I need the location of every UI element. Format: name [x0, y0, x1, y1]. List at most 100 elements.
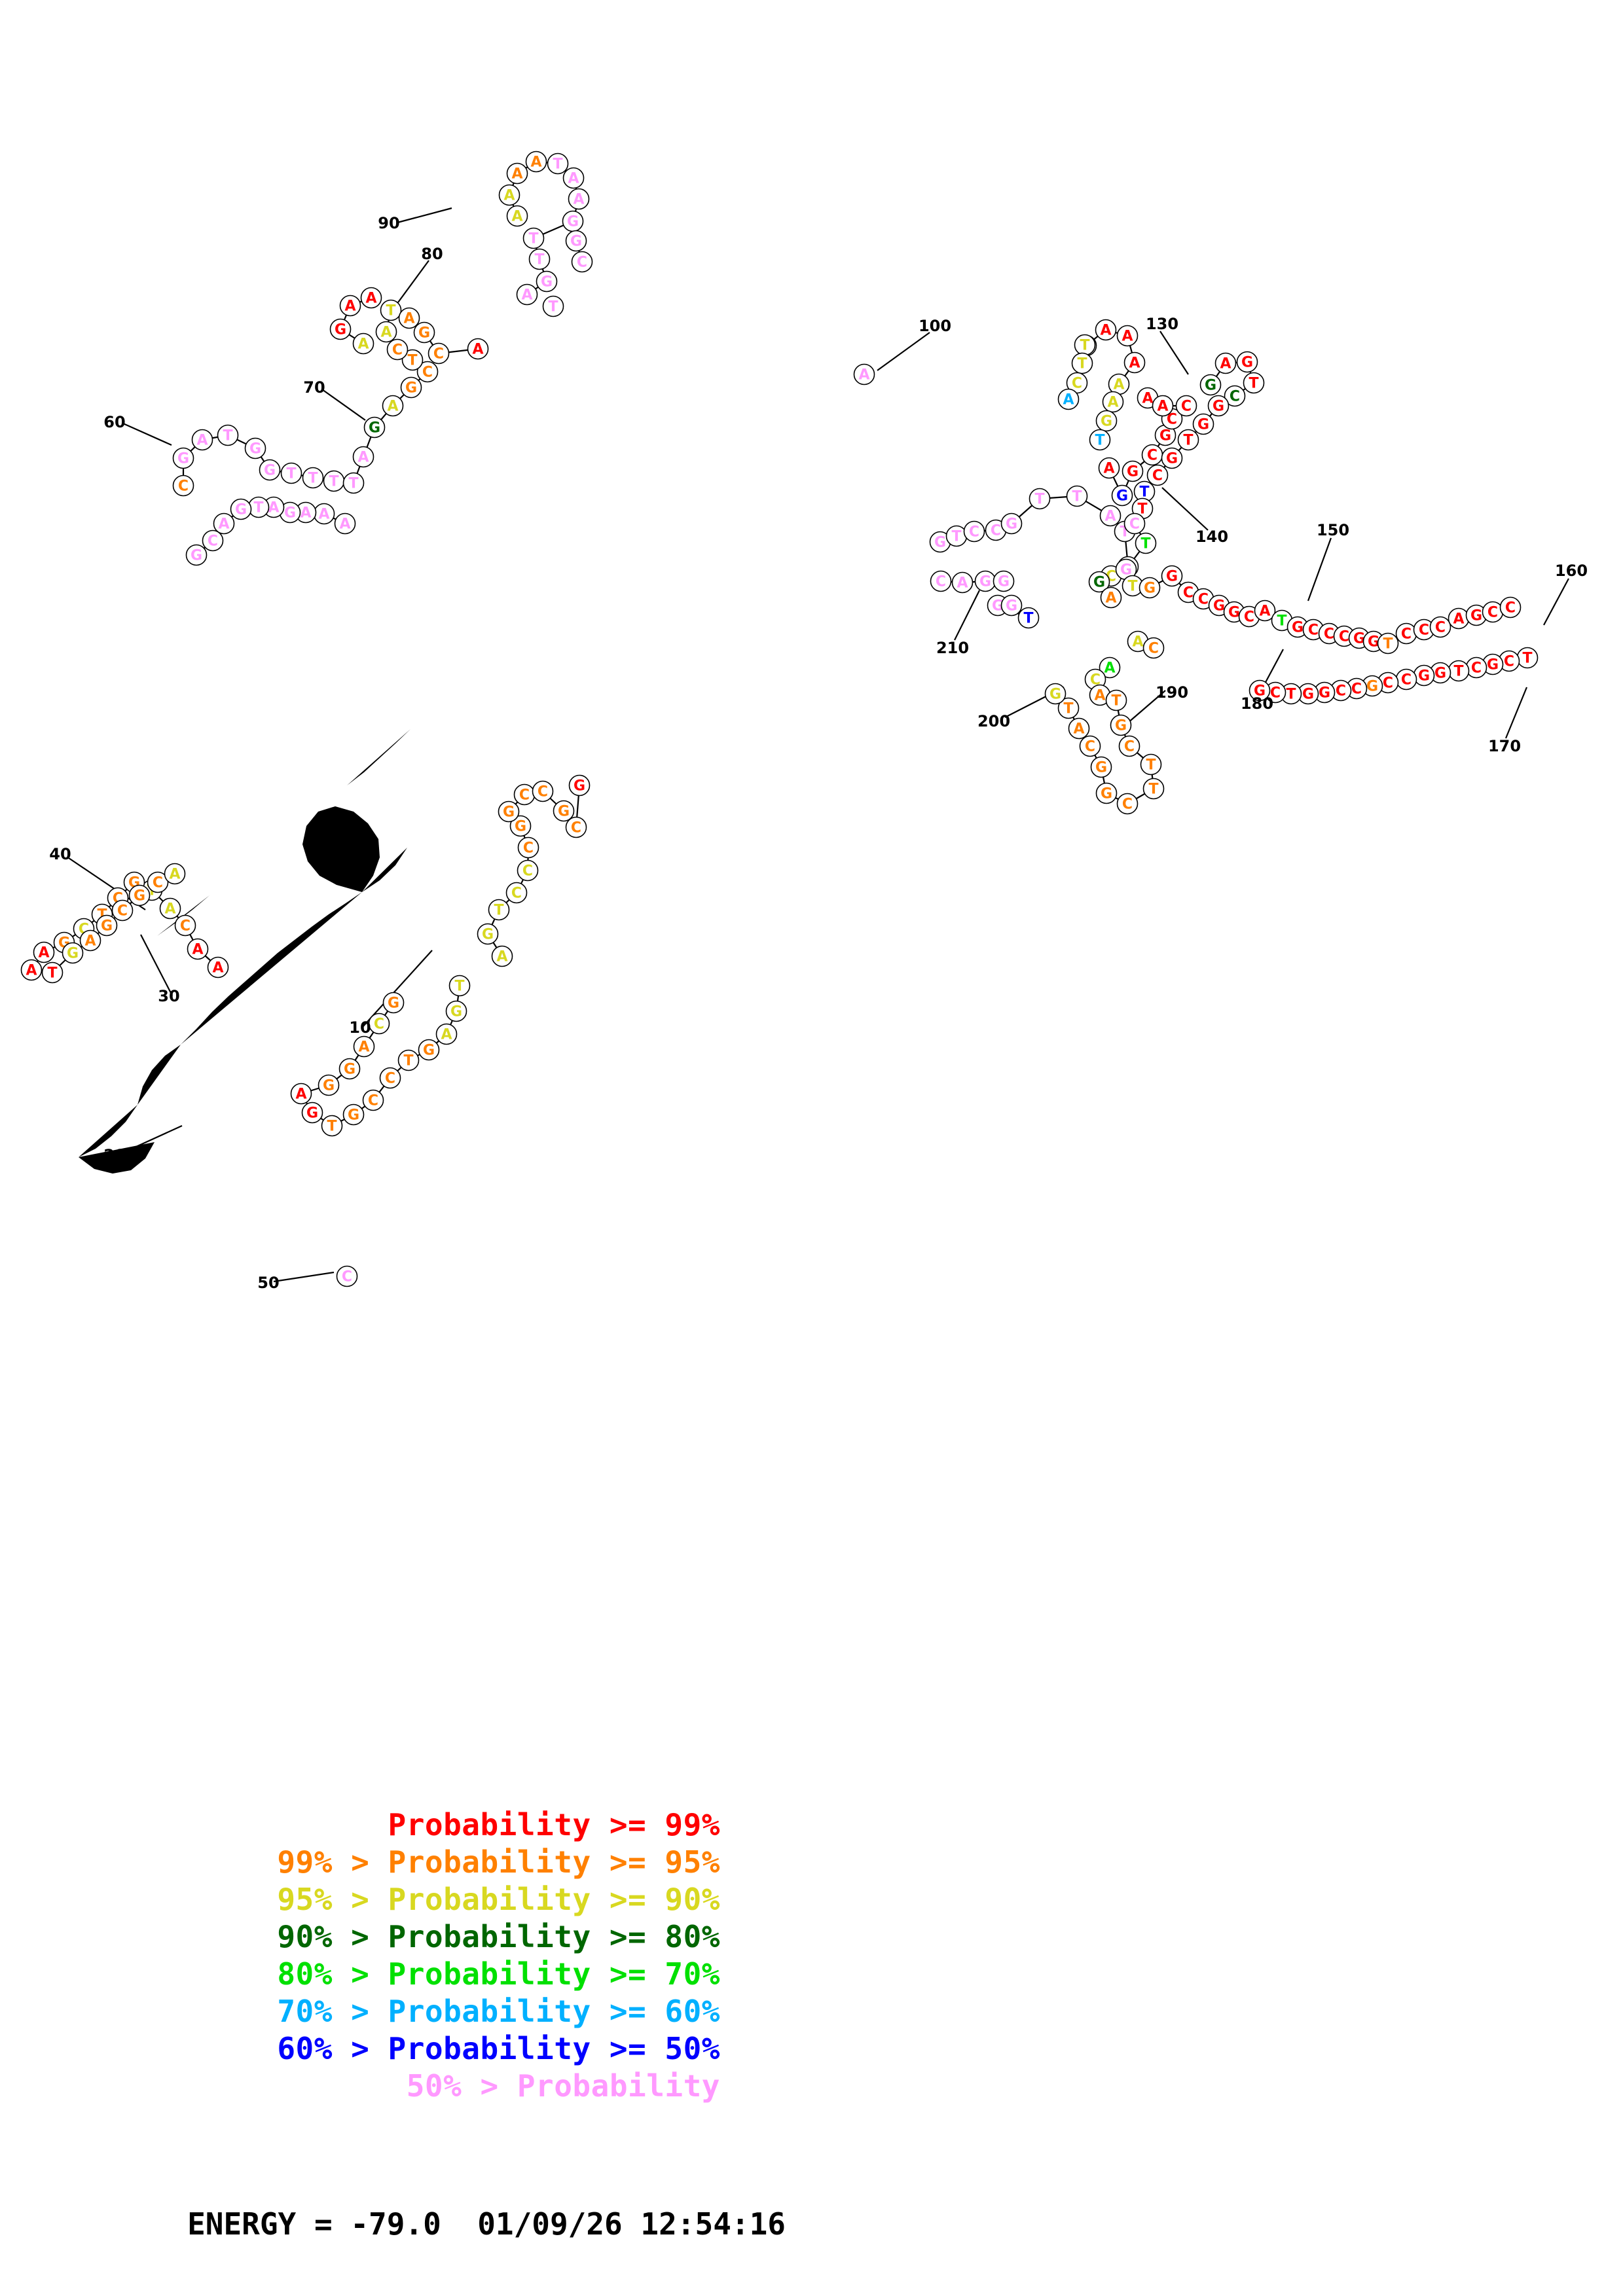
nucleotide-circle[interactable] — [1068, 717, 1090, 740]
nucleotide-circle[interactable] — [301, 1102, 323, 1124]
nucleotide[interactable]: G — [185, 544, 208, 566]
nucleotide-circle[interactable] — [111, 899, 134, 922]
nucleotide-circle[interactable] — [1095, 319, 1117, 341]
nucleotide[interactable]: C — [174, 914, 196, 937]
nucleotide[interactable]: C — [571, 251, 593, 273]
nucleotide-circle[interactable] — [375, 321, 397, 343]
nucleotide[interactable]: T — [522, 227, 545, 249]
nucleotide[interactable]: A — [467, 338, 489, 360]
nucleotide-circle[interactable] — [128, 884, 151, 906]
nucleotide-circle[interactable] — [1152, 395, 1174, 417]
nucleotide[interactable]: A — [191, 429, 213, 451]
nucleotide[interactable]: A — [352, 446, 374, 468]
nucleotide[interactable]: A — [1068, 717, 1090, 740]
nucleotide-circle[interactable] — [329, 318, 352, 340]
nucleotide[interactable]: C — [428, 342, 450, 365]
nucleotide[interactable]: A — [1152, 395, 1174, 417]
nucleotide-circle[interactable] — [202, 529, 224, 552]
nucleotide-circle[interactable] — [532, 780, 554, 802]
nucleotide[interactable]: A — [1099, 505, 1122, 527]
nucleotide[interactable]: C — [517, 859, 539, 882]
nucleotide-circle[interactable] — [174, 914, 196, 937]
nucleotide-circle[interactable] — [336, 1265, 358, 1287]
nucleotide-circle[interactable] — [1071, 352, 1093, 374]
nucleotide-circle[interactable] — [187, 938, 209, 960]
nucleotide-circle[interactable] — [382, 992, 405, 1014]
nucleotide[interactable]: A — [352, 332, 374, 355]
nucleotide[interactable]: G — [62, 942, 84, 964]
nucleotide-circle[interactable] — [386, 338, 409, 361]
nucleotide[interactable]: T — [41, 961, 64, 984]
nucleotide-circle[interactable] — [1100, 586, 1122, 609]
nucleotide-circle[interactable] — [1254, 600, 1276, 622]
nucleotide[interactable]: T — [1017, 607, 1040, 629]
nucleotide-circle[interactable] — [352, 446, 374, 468]
nucleotide-circle[interactable] — [1057, 697, 1080, 719]
nucleotide-circle[interactable] — [342, 472, 365, 494]
nucleotide[interactable]: C — [517, 836, 539, 859]
nucleotide-circle[interactable] — [352, 332, 374, 355]
nucleotide-circle[interactable] — [1000, 512, 1023, 535]
nucleotide[interactable]: G — [301, 1102, 323, 1124]
nucleotide[interactable]: A — [568, 188, 590, 210]
nucleotide[interactable]: C — [147, 871, 169, 893]
nucleotide[interactable]: C — [1146, 464, 1169, 486]
nucleotide-circle[interactable] — [1377, 632, 1399, 655]
nucleotide[interactable]: C — [1141, 444, 1163, 466]
nucleotide-circle[interactable] — [213, 512, 235, 535]
nucleotide[interactable]: T — [1133, 480, 1156, 503]
nucleotide-circle[interactable] — [1207, 395, 1230, 417]
nucleotide-circle[interactable] — [1000, 594, 1023, 617]
nucleotide[interactable]: T — [1066, 485, 1088, 507]
nucleotide-circle[interactable] — [416, 361, 439, 383]
nucleotide-circle[interactable] — [1224, 385, 1246, 407]
nucleotide[interactable]: G — [1090, 756, 1112, 778]
nucleotide-circle[interactable] — [413, 321, 435, 344]
nucleotide[interactable]: A — [79, 929, 101, 952]
nucleotide-circle[interactable] — [1142, 637, 1165, 659]
nucleotide[interactable]: G — [477, 923, 499, 945]
nucleotide[interactable]: A — [334, 512, 356, 535]
nucleotide[interactable]: C — [362, 1089, 384, 1111]
nucleotide[interactable]: G — [993, 570, 1015, 592]
nucleotide[interactable]: G — [1122, 460, 1144, 482]
nucleotide-circle[interactable] — [1146, 464, 1169, 486]
nucleotide-circle[interactable] — [379, 1067, 401, 1089]
nucleotide[interactable]: T — [323, 470, 345, 492]
nucleotide-circle[interactable] — [79, 929, 101, 952]
nucleotide-circle[interactable] — [565, 230, 587, 252]
nucleotide[interactable]: G — [1297, 683, 1319, 705]
nucleotide-circle[interactable] — [435, 1023, 458, 1045]
nucleotide-circle[interactable] — [562, 167, 585, 189]
nucleotide-circle[interactable] — [1066, 485, 1088, 507]
nucleotide[interactable]: G — [342, 1103, 365, 1126]
nucleotide-circle[interactable] — [290, 1083, 312, 1105]
nucleotide-circle[interactable] — [506, 205, 528, 227]
nucleotide-circle[interactable] — [1140, 753, 1162, 776]
nucleotide[interactable]: T — [1057, 697, 1080, 719]
nucleotide[interactable]: C — [1499, 596, 1522, 619]
nucleotide-circle[interactable] — [1079, 735, 1101, 757]
nucleotide-circle[interactable] — [20, 959, 43, 981]
nucleotide[interactable]: G — [244, 437, 266, 459]
nucleotide-circle[interactable] — [1249, 679, 1271, 702]
nucleotide[interactable]: A — [516, 283, 538, 306]
nucleotide-circle[interactable] — [536, 270, 558, 293]
nucleotide-circle[interactable] — [448, 975, 471, 997]
nucleotide-circle[interactable] — [1199, 374, 1222, 396]
nucleotide[interactable]: G — [363, 416, 386, 439]
nucleotide[interactable]: C — [1142, 637, 1165, 659]
nucleotide-circle[interactable] — [363, 416, 386, 439]
nucleotide-circle[interactable] — [1192, 413, 1214, 435]
nucleotide-circle[interactable] — [1135, 532, 1157, 554]
nucleotide-circle[interactable] — [445, 1000, 467, 1022]
nucleotide-circle[interactable] — [360, 287, 382, 309]
nucleotide-circle[interactable] — [96, 914, 118, 937]
nucleotide[interactable]: C — [1224, 385, 1246, 407]
nucleotide[interactable]: A — [1214, 352, 1237, 374]
nucleotide[interactable]: G — [562, 210, 584, 232]
nucleotide-circle[interactable] — [1139, 577, 1161, 599]
nucleotide[interactable]: G — [1161, 565, 1183, 587]
nucleotide-circle[interactable] — [516, 283, 538, 306]
nucleotide[interactable]: C — [1482, 601, 1504, 623]
